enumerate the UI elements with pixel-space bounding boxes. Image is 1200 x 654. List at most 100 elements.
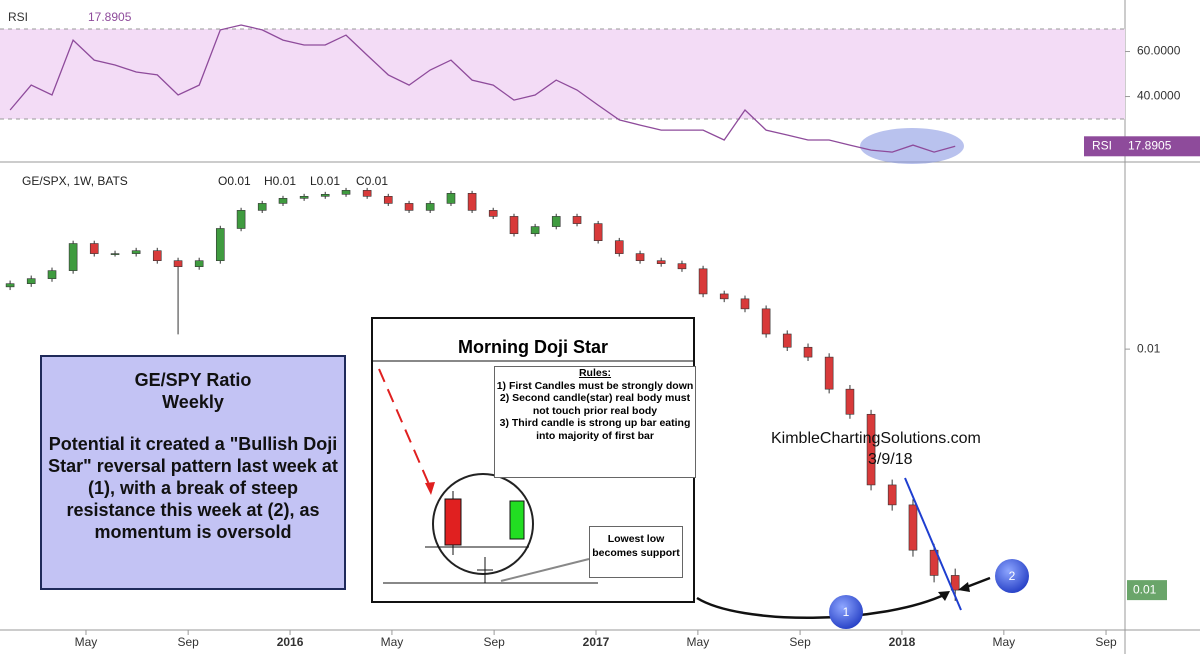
candle-body <box>446 193 456 204</box>
marker <box>829 595 863 629</box>
candle-body <box>593 223 603 241</box>
inset-diagram: Morning Doji Star Rules: 1) First Candle… <box>371 317 696 603</box>
candle-body <box>530 226 540 235</box>
rsi-tag-value: 17.8905 <box>1128 138 1172 152</box>
candle-body <box>131 250 141 254</box>
candle-body <box>656 260 666 264</box>
candle-body <box>887 484 897 506</box>
ohlc-value: L0.01 <box>310 174 340 188</box>
x-tick-label: May <box>75 635 98 649</box>
x-tick-label: May <box>381 635 404 649</box>
x-tick-label: Sep <box>1095 635 1117 649</box>
note-box: GE/SPY Ratio Weekly Potential it created… <box>40 355 346 590</box>
green-candle <box>509 500 525 540</box>
candle-body <box>929 549 939 576</box>
candle-body <box>257 203 267 211</box>
marker-label: 1 <box>843 605 850 619</box>
pointer <box>500 558 590 582</box>
candle-body <box>299 196 309 199</box>
arrow-head <box>938 591 950 601</box>
y-tick-label: 0.01 <box>1137 341 1161 355</box>
x-tick-label: Sep <box>789 635 811 649</box>
trend-line <box>904 477 962 611</box>
candle-body <box>509 216 519 235</box>
candle-body <box>845 388 855 415</box>
x-tick-label: May <box>993 635 1016 649</box>
rsi-tag-name: RSI <box>1092 138 1112 152</box>
candle-body <box>278 198 288 204</box>
candle-body <box>194 260 204 267</box>
candle-body <box>26 278 36 284</box>
candle-body <box>677 263 687 270</box>
support-box: Lowest low becomes support <box>589 526 683 578</box>
price-tag-label: 0.01 <box>1133 582 1157 596</box>
candle-body <box>908 504 918 551</box>
ohlc-value: O0.01 <box>218 174 251 188</box>
candle-body <box>551 216 561 227</box>
ohlc-legend: O0.01 H0.01 L0.01 C0.01 <box>218 174 388 188</box>
marker <box>995 559 1029 593</box>
candle-body <box>635 253 645 261</box>
note-heading: GE/SPY Ratio <box>134 370 252 390</box>
y-tick-label: 40.0000 <box>1137 89 1181 103</box>
inset-title: Morning Doji Star <box>458 337 608 357</box>
ohlc-value: H0.01 <box>264 174 296 188</box>
x-tick-label: 2018 <box>889 635 916 649</box>
candle-body <box>467 193 477 211</box>
rsi-title: RSI <box>8 10 28 24</box>
rsi-value: 17.8905 <box>88 10 132 24</box>
candle-body <box>572 216 582 224</box>
x-tick-label: 2016 <box>277 635 304 649</box>
candle-body <box>152 250 162 261</box>
candle-body <box>89 243 99 254</box>
x-tick-label: May <box>687 635 710 649</box>
candle-body <box>404 203 414 211</box>
candle-body <box>47 270 57 279</box>
red-candle <box>444 498 462 546</box>
inset-drawing <box>373 360 693 584</box>
candle-body <box>614 240 624 254</box>
price-tag <box>1127 580 1167 601</box>
price-title: GE/SPX, 1W, BATS <box>22 174 128 188</box>
pattern-circle <box>432 473 534 575</box>
rule: 1) First Candles must be strongly down <box>496 379 694 392</box>
candle-body <box>320 194 330 197</box>
source: KimbleChartingSolutions.com <box>771 430 981 447</box>
rsi-tag <box>1084 136 1200 157</box>
y-tick-label: 60.0000 <box>1137 44 1181 58</box>
candle-body <box>425 203 435 211</box>
rules-heading: Rules: <box>578 367 612 379</box>
arrow-head <box>958 582 970 592</box>
ohlc-value: C0.01 <box>356 174 388 188</box>
curve-arrow <box>696 592 947 620</box>
rule: 2) Second candle(star) real body must no… <box>499 392 691 417</box>
note-heading: Weekly <box>162 392 224 412</box>
candle-body <box>173 260 183 267</box>
candle-body <box>236 210 246 229</box>
x-tick-label: Sep <box>177 635 199 649</box>
candle-body <box>698 268 708 295</box>
rule: 3) Third candle is strong up bar eating … <box>499 417 691 442</box>
rules-box: Rules: 1) First Candles must be strongly… <box>494 366 696 478</box>
candle-body <box>866 413 876 486</box>
candle-body <box>488 210 498 217</box>
candle-body <box>68 243 78 271</box>
x-tick-label: 2017 <box>583 635 610 649</box>
candle-body <box>215 228 225 261</box>
candle-body <box>5 283 15 288</box>
candle-body <box>362 190 372 197</box>
band-fill <box>0 29 1125 120</box>
candle-body <box>950 575 960 591</box>
candle-body <box>803 346 813 358</box>
candle-body <box>719 293 729 300</box>
date: 3/9/18 <box>868 451 913 468</box>
candle-body <box>383 196 393 204</box>
arrow-head <box>425 482 435 495</box>
marker-label: 2 <box>1009 569 1016 583</box>
candle-body <box>824 356 834 390</box>
candle-body <box>341 190 351 195</box>
candle-body <box>782 333 792 348</box>
note-text: Potential it created a "Bullish Doji Sta… <box>48 434 338 542</box>
rsi-line <box>9 24 956 153</box>
